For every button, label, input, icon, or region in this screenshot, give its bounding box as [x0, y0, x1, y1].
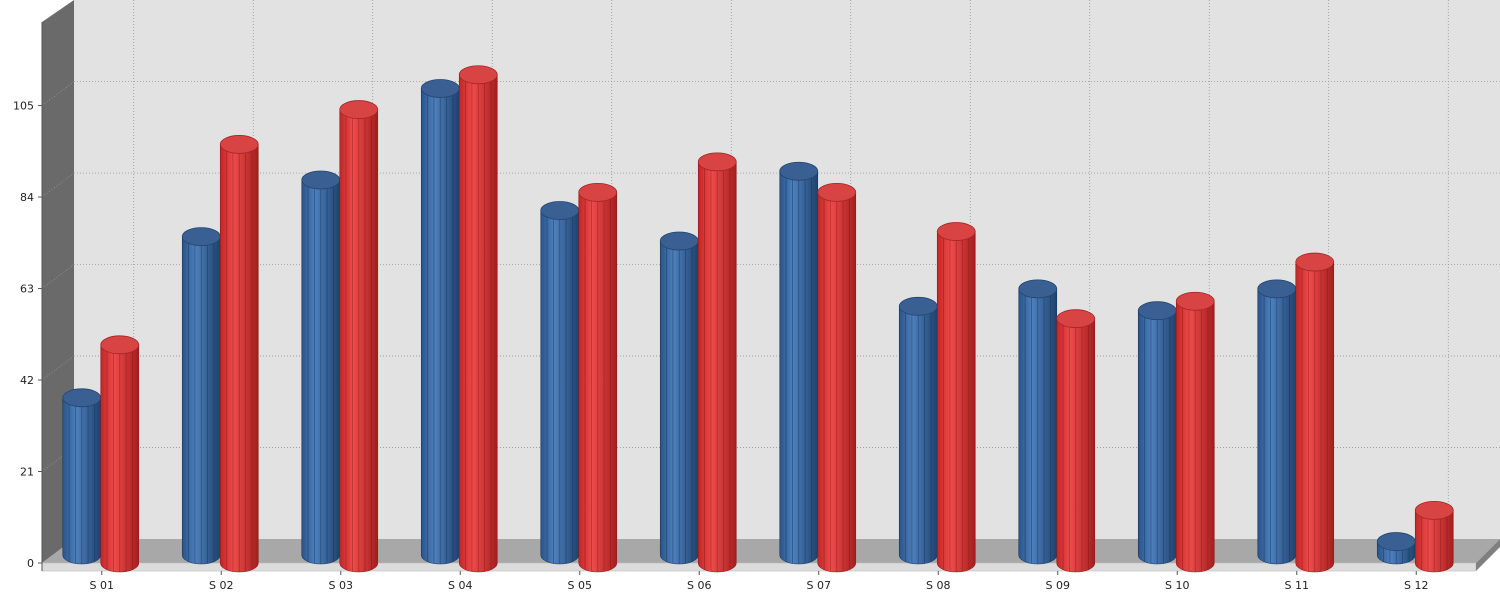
- gridline-y-side: [41, 355, 75, 381]
- gridline-y-side: [41, 172, 75, 198]
- y-tick-label: 42: [20, 374, 34, 387]
- bar-cap: [578, 182, 618, 202]
- bar-2-12: [1414, 500, 1454, 573]
- bar-2-10: [1175, 291, 1215, 573]
- bar-body: [1295, 261, 1335, 573]
- y-tick-label: 63: [20, 283, 34, 296]
- bar-2-8: [936, 222, 976, 573]
- bar-2-6: [697, 152, 737, 573]
- x-tick-label: S 02: [209, 579, 233, 592]
- x-tick-label: S 08: [926, 579, 950, 592]
- bar-body: [697, 161, 737, 573]
- bar-body: [219, 144, 259, 573]
- bar-cap: [420, 79, 460, 98]
- bar-2-7: [817, 182, 857, 573]
- bar-cap: [1018, 279, 1058, 299]
- bar-1-11: [1257, 279, 1297, 565]
- bar-2-2: [219, 135, 259, 573]
- x-tick-label: S 06: [687, 579, 711, 592]
- bar-cap: [779, 161, 819, 181]
- y-tick-label: 21: [20, 466, 34, 479]
- bar-body: [936, 231, 976, 573]
- bar-cap: [1137, 301, 1177, 321]
- bar-cap: [181, 227, 221, 247]
- bar-cap: [540, 201, 580, 220]
- x-tick-label: S 12: [1404, 579, 1428, 592]
- bar-cap: [1175, 291, 1215, 311]
- bar-cap: [697, 152, 737, 172]
- bar-1-12: [1376, 532, 1416, 565]
- y-tick-label: 0: [27, 557, 34, 570]
- bar-cap: [458, 65, 498, 85]
- bar-cap: [1376, 532, 1416, 551]
- bar-cap: [936, 222, 976, 241]
- x-tick-label: S 01: [90, 579, 114, 592]
- x-tick-label: S 09: [1046, 579, 1070, 592]
- bar-1-3: [301, 170, 341, 565]
- x-tick-label: S 04: [448, 579, 472, 592]
- bar-body: [458, 74, 498, 573]
- bar-body: [100, 344, 140, 573]
- bar-2-9: [1056, 309, 1096, 573]
- gridline-y-side: [41, 264, 75, 289]
- x-tick-label: S 10: [1165, 579, 1189, 592]
- bar-2-5: [578, 182, 618, 573]
- bar-2-4: [458, 65, 498, 573]
- bar-1-6: [659, 231, 699, 565]
- bar-cap: [1257, 279, 1297, 299]
- bar-body: [578, 192, 618, 573]
- bar-body: [1175, 300, 1215, 573]
- bar-1-5: [540, 201, 580, 565]
- bar-cap: [1414, 500, 1454, 520]
- bar-1-9: [1018, 279, 1058, 565]
- bar-1-8: [898, 296, 938, 565]
- bar-cap: [100, 335, 140, 355]
- x-tick-label: S 03: [329, 579, 353, 592]
- floor-right-edge: [1476, 539, 1500, 571]
- bar-cap: [817, 182, 857, 202]
- bar-2-1: [100, 335, 140, 573]
- bar-cap: [1295, 252, 1335, 272]
- bar-body: [1056, 318, 1096, 573]
- bar-1-10: [1137, 301, 1177, 565]
- bar-cap: [898, 296, 938, 316]
- bar-1-2: [181, 227, 221, 565]
- bar-cap: [301, 170, 341, 190]
- bar-body: [817, 192, 857, 573]
- bar-cap: [659, 231, 699, 251]
- gridline-y-side: [41, 81, 75, 106]
- bar-body: [1414, 510, 1454, 573]
- bar-cap: [339, 100, 379, 119]
- bar-cap: [1056, 309, 1096, 329]
- bar-body: [339, 109, 379, 573]
- x-tick-label: S 11: [1285, 579, 1309, 592]
- bar-cap: [219, 135, 259, 154]
- bar-2-3: [339, 100, 379, 573]
- bar-1-1: [62, 388, 102, 565]
- bar-1-4: [420, 79, 460, 565]
- y-tick-label: 84: [20, 191, 34, 204]
- y-tick-label: 105: [13, 100, 34, 113]
- bar-1-7: [779, 161, 819, 565]
- bar-cap: [62, 388, 102, 408]
- bar-2-11: [1295, 252, 1335, 573]
- x-tick-label: S 05: [568, 579, 592, 592]
- x-tick-label: S 07: [807, 579, 831, 592]
- floor: [42, 539, 1500, 563]
